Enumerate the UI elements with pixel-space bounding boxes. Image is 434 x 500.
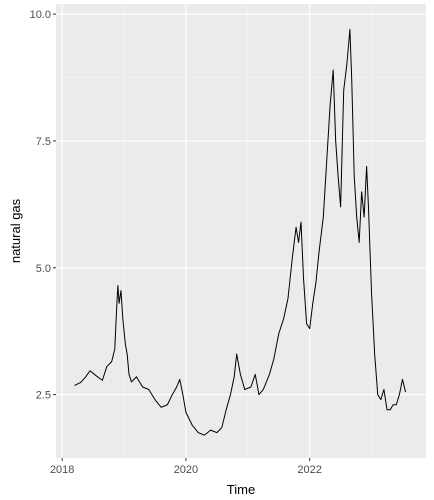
grid-major: [56, 4, 426, 458]
y-tick-label: 2.5: [36, 390, 51, 402]
y-tick-label: 5.0: [36, 263, 51, 275]
series-layer: [74, 28, 407, 436]
grid-minor: [56, 4, 426, 458]
series-line: [74, 28, 407, 436]
y-tick-label: 7.5: [36, 136, 51, 148]
x-tick-label: 2018: [50, 464, 74, 476]
x-tick-label: 2022: [297, 464, 321, 476]
x-tick-label: 2020: [174, 464, 198, 476]
x-axis-ticks: 2018 2020 2022: [50, 458, 322, 476]
plot-panel: [56, 4, 426, 458]
y-axis-title: natural gas: [8, 198, 23, 263]
x-axis-title: Time: [227, 482, 255, 497]
y-axis-ticks: 2.5 5.0 7.5 10.0: [30, 9, 56, 402]
y-tick-label: 10.0: [30, 9, 51, 21]
